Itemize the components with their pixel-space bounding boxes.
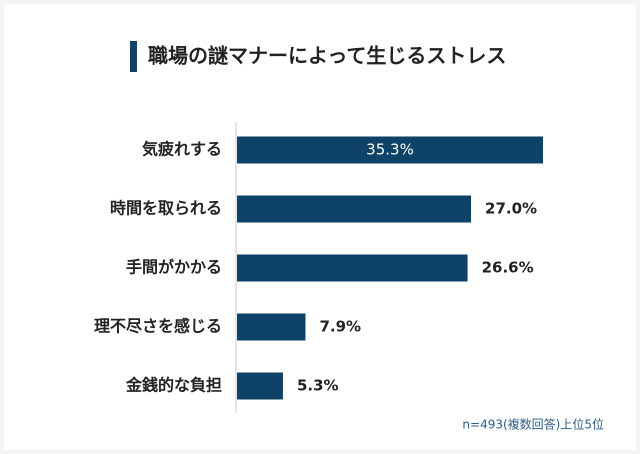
category-label: 理不尽さを感じる	[94, 317, 222, 336]
bar	[237, 313, 306, 341]
category-label: 時間を取られる	[110, 199, 222, 218]
value-label: 26.6%	[482, 259, 534, 277]
bar	[237, 195, 472, 223]
value-label: 7.9%	[319, 318, 361, 336]
category-label: 気疲れする	[142, 140, 222, 159]
chart-title: 職場の謎マナーによって生じるストレス	[148, 44, 506, 68]
bar	[237, 136, 543, 164]
category-label: 金銭的な負担	[125, 376, 222, 395]
value-label: 5.3%	[297, 377, 339, 395]
panel	[4, 4, 636, 450]
value-label: 27.0%	[485, 200, 537, 218]
bar	[237, 372, 283, 400]
note: n=493(複数回答)上位5位	[462, 417, 604, 432]
title-marker	[130, 41, 137, 72]
bar	[237, 254, 468, 282]
value-label: 35.3%	[366, 141, 414, 159]
category-label: 手間がかかる	[126, 258, 222, 277]
